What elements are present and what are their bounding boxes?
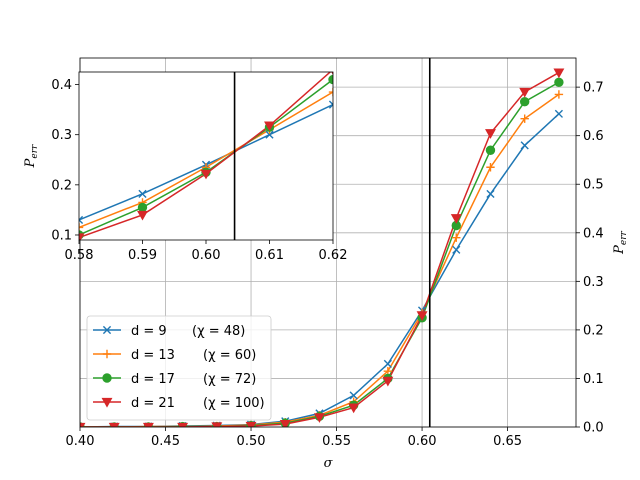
main-y-axis-label: Perr	[612, 230, 629, 254]
main-series-group	[80, 68, 565, 427]
main-data-point-4	[279, 419, 291, 427]
main-axes-frame	[79, 57, 577, 428]
inset-data-point-1	[138, 189, 147, 198]
legend-label-chi-1: (χ = 48)	[192, 324, 245, 339]
inset-data-point-4	[200, 169, 212, 180]
main-data-point-3	[554, 77, 564, 87]
main-data-point-3	[519, 96, 530, 107]
main-data-point-4	[553, 68, 565, 79]
main-x-tick-label: 0.60	[408, 434, 437, 449]
main-y-tick-label: 0.6	[583, 129, 604, 144]
main-data-point-4	[177, 422, 189, 427]
inset-data-point-4	[264, 121, 275, 132]
main-y-tick-label: 0.1	[583, 372, 604, 387]
legend-label-3: d = 17	[131, 372, 175, 387]
main-y-tick-label: 0.4	[583, 226, 604, 241]
main-data-point-1	[554, 109, 563, 118]
inset-y-axis-label: Perr	[23, 144, 40, 168]
main-y-tick-label: 0.5	[583, 178, 604, 193]
inset-data-point-4	[137, 210, 148, 221]
main-data-point-4	[416, 311, 428, 321]
main-y-tick-label: 0.2	[583, 323, 604, 338]
inset-series-group	[79, 72, 333, 240]
main-data-point-3	[485, 145, 496, 155]
main-data-point-4	[450, 214, 462, 224]
main-data-point-4	[313, 413, 325, 423]
legend-label-chi-2: (χ = 60)	[203, 348, 256, 363]
main-data-point-1	[486, 189, 495, 199]
inset-data-point-3	[137, 202, 148, 213]
inset-y-tick-label: 0.4	[51, 78, 72, 93]
main-data-point-4	[519, 87, 531, 98]
inset-data-point-2	[328, 87, 333, 97]
main-data-point-4	[245, 421, 257, 427]
main-data-point-4	[80, 422, 86, 427]
main-x-axis-label: σ	[324, 456, 334, 471]
main-x-tick-label: 0.65	[493, 434, 522, 449]
main-x-tick-label: 0.45	[151, 434, 180, 449]
main-y-tick-label: 0.0	[583, 421, 604, 436]
main-y-tick-label: 0.7	[583, 81, 604, 96]
main-y-tick-label: 0.3	[583, 275, 604, 290]
main-data-point-2	[520, 114, 529, 123]
main-data-point-4	[211, 422, 223, 427]
main-x-tick-label: 0.55	[322, 434, 351, 449]
inset-x-tick-label: 0.61	[255, 248, 284, 263]
legend-marker-2	[102, 349, 112, 359]
inset-y-tick-label: 0.3	[51, 128, 72, 143]
legend-label-chi-3: (χ = 72)	[203, 372, 256, 387]
inset-x-tick-label: 0.58	[65, 248, 94, 263]
legend-marker-3	[102, 373, 112, 383]
legend-label-2: d = 13	[131, 348, 175, 363]
inset-y-tick-label: 0.1	[51, 228, 72, 243]
legend-label-4: d = 21	[131, 396, 175, 411]
main-data-point-1	[349, 391, 358, 400]
main-x-tick-label: 0.50	[237, 434, 266, 449]
main-data-point-4	[142, 422, 154, 427]
legend-label-1: d = 9	[131, 324, 167, 339]
main-data-point-1	[520, 141, 529, 150]
main-x-tick-label: 0.40	[66, 434, 95, 449]
legend-label-chi-4: (χ = 100)	[203, 396, 265, 411]
inset-data-point-2	[79, 223, 84, 232]
inset-data-point-1	[328, 100, 333, 109]
legend-marker-1	[102, 325, 112, 335]
main-data-point-1	[383, 359, 392, 368]
inset-data-point-1	[265, 130, 274, 139]
main-data-point-2	[554, 90, 564, 99]
inset-plot-area	[79, 72, 333, 240]
main-data-point-4	[108, 422, 120, 427]
legend-box	[86, 315, 272, 421]
main-data-point-4	[485, 129, 496, 139]
main-data-point-4	[382, 376, 394, 387]
main-data-point-2	[486, 163, 495, 172]
inset-data-point-1	[79, 215, 84, 225]
main-data-point-2	[452, 233, 461, 242]
inset-data-point-4	[79, 233, 85, 240]
inset-x-tick-label: 0.60	[192, 248, 221, 263]
legend-marker-4	[101, 397, 113, 408]
inset-x-tick-label: 0.59	[128, 248, 157, 263]
inset-y-tick-label: 0.2	[51, 178, 72, 193]
inset-x-tick-label: 0.62	[319, 248, 348, 263]
main-data-point-4	[348, 403, 360, 414]
inset-axes-frame	[78, 71, 334, 241]
main-data-point-1	[452, 245, 461, 254]
